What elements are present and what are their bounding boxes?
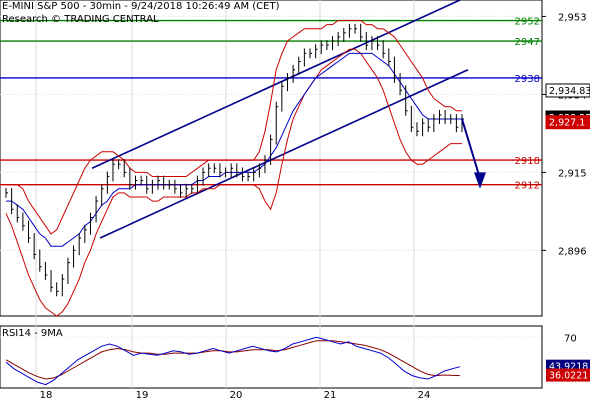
bollinger-lower-line (5, 48, 462, 317)
level-label: 2947 (515, 37, 540, 48)
level-label: 2938 (515, 74, 540, 85)
rsi-tick-label: 70 (564, 333, 577, 344)
bollinger-upper-line (6, 20, 462, 235)
x-tick-label: 20 (230, 390, 243, 400)
price-value-label-box (545, 83, 590, 98)
rsi-panel-title: RSI14 - 9MA (2, 328, 63, 339)
level-label: 2912 (515, 181, 540, 192)
channel-upper-line (91, 0, 461, 169)
price-value-label: 2,927.1 (549, 118, 585, 129)
rsi-value-label-box (546, 368, 590, 382)
rsi-panel-frame (0, 325, 543, 389)
level-label: 2952 (515, 17, 540, 28)
x-tick-label: 18 (40, 390, 53, 400)
y-tick-label: 2,953 (558, 12, 587, 23)
chart-title: E-MINI S&P 500 - 30min - 9/24/2018 10:26… (2, 1, 280, 12)
chart-source: Research © TRADING CENTRAL (2, 14, 159, 25)
y-tick-label: 2,915 (558, 168, 587, 179)
moving-average-line (6, 52, 462, 247)
level-label: 2918 (515, 156, 540, 167)
x-tick-label: 24 (418, 390, 431, 400)
x-tick-label: 19 (136, 390, 149, 400)
forecast-arrow-line (461, 118, 481, 179)
rsi-value-label: 43.9218 (549, 362, 588, 373)
rsi-line (5, 336, 461, 386)
x-tick-label: 21 (324, 390, 337, 400)
price-value-label: 2,934.83 (549, 86, 590, 97)
price-value-label-box (545, 115, 590, 130)
rsi-value-label: 36.0221 (549, 371, 588, 382)
forecast-arrowhead (474, 172, 486, 189)
y-tick-label: 2,896 (558, 246, 587, 257)
